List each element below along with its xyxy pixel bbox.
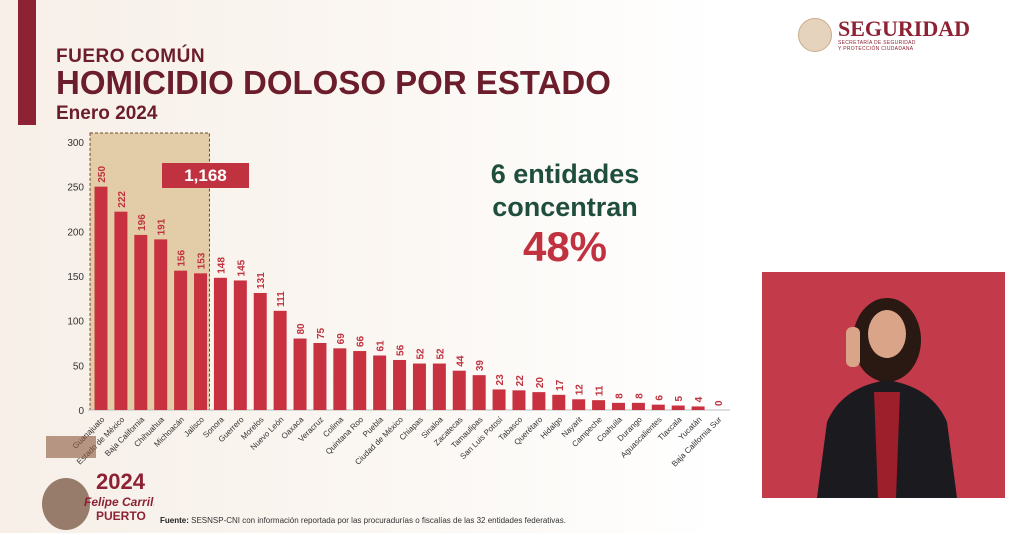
data-label: 80 (296, 323, 307, 335)
data-label: 148 (216, 257, 227, 274)
bar (592, 400, 606, 410)
data-label: 44 (455, 355, 466, 367)
bar (671, 405, 685, 410)
bar (452, 370, 466, 410)
bar (432, 363, 446, 410)
bar (174, 270, 188, 410)
data-label: 61 (376, 340, 387, 352)
bar (512, 390, 526, 410)
bar (492, 389, 506, 410)
bar (94, 186, 108, 410)
felipe-carrillo-puerto-badge: 2024 Felipe Carrillo PUERTO (34, 434, 164, 530)
callout-line2: concentran (492, 192, 638, 222)
data-label: 6 (654, 395, 665, 401)
data-label: 156 (177, 250, 188, 267)
data-label: 131 (256, 272, 267, 289)
logo-name: SEGURIDAD (838, 16, 971, 41)
y-tick-label: 200 (67, 227, 84, 238)
bar (552, 394, 566, 410)
logo-sub2: Y PROTECCIÓN CIUDADANA (838, 46, 914, 52)
bar (412, 363, 426, 410)
data-label: 20 (535, 377, 546, 389)
bar (333, 348, 347, 410)
data-label: 5 (674, 396, 685, 402)
y-tick-label: 50 (73, 361, 85, 372)
bar (114, 211, 128, 410)
data-label: 222 (117, 191, 128, 208)
page-title: HOMICIDIO DOLOSO POR ESTADO (56, 64, 611, 101)
data-label: 39 (475, 360, 486, 372)
bar (691, 406, 705, 410)
data-label: 75 (316, 327, 327, 339)
callout-line1: 6 entidades (490, 159, 640, 189)
bar (472, 375, 486, 410)
badge-year: 2024 (96, 469, 146, 494)
kicker: FUERO COMÚN (56, 46, 206, 67)
data-label: 4 (694, 396, 705, 402)
bar (611, 402, 625, 410)
source-footer: Fuente: SESNSP-CNI con información repor… (160, 516, 566, 525)
y-tick-label: 100 (67, 317, 84, 328)
bar (253, 292, 267, 410)
bar (393, 359, 407, 410)
data-label: 22 (515, 375, 526, 387)
highlight-total: 1,168 (162, 163, 249, 188)
data-label: 196 (137, 214, 148, 231)
data-label: 17 (555, 379, 566, 391)
data-label: 56 (396, 344, 407, 356)
bar (213, 277, 227, 410)
seal-icon (798, 18, 832, 52)
data-label: 8 (614, 393, 625, 399)
bar (273, 310, 287, 410)
y-tick-label: 150 (67, 272, 84, 283)
seguridad-logo: SEGURIDAD SECRETARÍA DE SEGURIDAD Y PROT… (798, 18, 970, 52)
accent-bar (18, 0, 36, 125)
bar (233, 280, 247, 410)
badge-name: Felipe Carrillo (84, 495, 154, 509)
data-label: 191 (157, 218, 168, 235)
callout: 6 entidades concentran 48% (440, 158, 690, 270)
bar (293, 338, 307, 410)
data-label: 153 (197, 252, 208, 269)
logo-sub1: SECRETARÍA DE SEGURIDAD (838, 40, 916, 46)
data-label: 66 (356, 335, 367, 347)
bar (572, 399, 586, 410)
sign-language-interpreter-video (762, 272, 1005, 498)
y-tick-label: 250 (67, 183, 84, 194)
bar (353, 351, 367, 410)
x-tick-label: Hidalgo (539, 415, 565, 441)
footer-label: Fuente: (160, 516, 189, 525)
data-label: 69 (336, 333, 347, 345)
y-tick-label: 300 (67, 138, 84, 149)
bar (194, 273, 208, 410)
bar (532, 392, 546, 410)
data-label: 145 (236, 259, 247, 276)
badge-surname: PUERTO (96, 509, 146, 523)
bar (154, 239, 168, 410)
data-label: 52 (435, 348, 446, 360)
data-label: 250 (97, 166, 108, 183)
bar (651, 404, 665, 410)
data-label: 11 (595, 385, 606, 396)
bar (134, 234, 148, 410)
y-tick-label: 0 (78, 406, 84, 417)
period: Enero 2024 (56, 103, 158, 124)
bar (313, 343, 327, 410)
data-label: 111 (276, 291, 287, 307)
data-label: 12 (575, 384, 586, 396)
footer-text: SESNSP-CNI con información reportada por… (188, 516, 566, 525)
callout-percent: 48% (522, 223, 608, 270)
data-label: 0 (714, 400, 725, 406)
bar (631, 402, 645, 410)
data-label: 8 (634, 393, 645, 399)
bar (373, 355, 387, 410)
data-label: 23 (495, 374, 506, 386)
data-label: 52 (415, 348, 426, 360)
